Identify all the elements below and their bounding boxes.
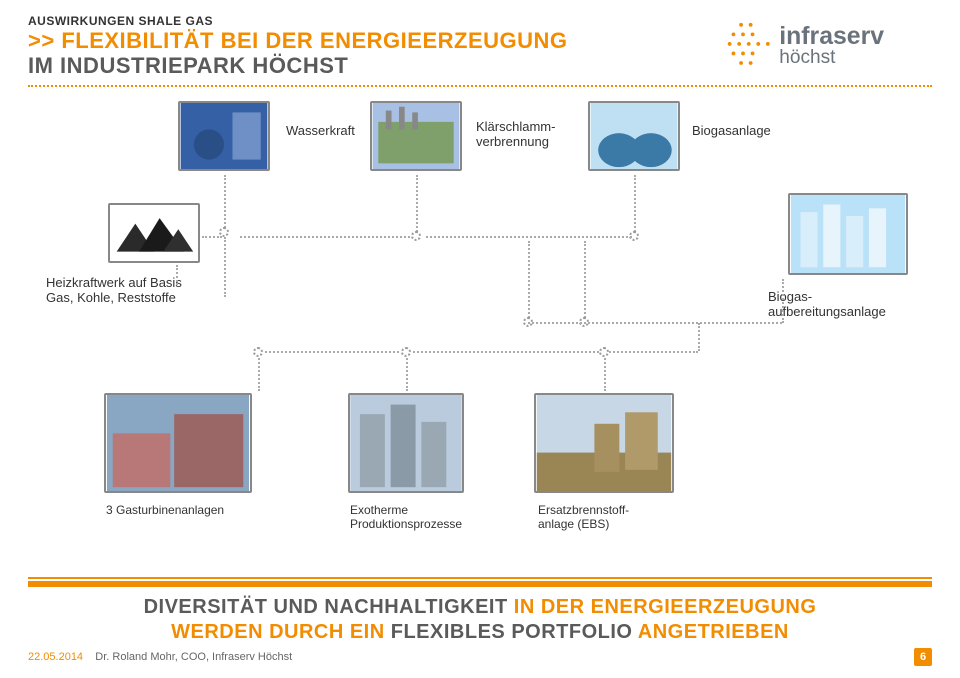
label-exotherme: Exotherme Produktionsprozesse — [350, 503, 462, 531]
label-biogasanlage: Biogasanlage — [692, 123, 771, 138]
statement-l1a: DIVERSITÄT UND NACHHALTIGKEIT — [144, 596, 514, 618]
label-gasturbinen: 3 Gasturbinenanlagen — [106, 503, 224, 517]
footer-page-number: 6 — [914, 648, 932, 666]
label-biogasaufb: Biogas- aufbereitungsanlage — [768, 289, 886, 319]
footer-date: 22.05.2014 — [28, 651, 83, 663]
statement-l2a: WERDEN DURCH EIN — [171, 621, 391, 643]
title-sub: IM INDUSTRIEPARK HÖCHST — [28, 53, 348, 78]
statement-block: DIVERSITÄT UND NACHHALTIGKEIT IN DER ENE… — [28, 577, 932, 645]
photo-biogasanlage — [588, 101, 680, 171]
title-prefix: >> — [28, 28, 61, 53]
svg-text:höchst: höchst — [779, 47, 836, 68]
photo-klaerschlamm — [370, 101, 462, 171]
photo-heizkraftwerk — [104, 393, 252, 493]
label-klaerschlamm: Klärschlamm- verbrennung — [476, 119, 555, 149]
photo-ebs — [534, 393, 674, 493]
label-heizkraftwerk: Heizkraftwerk auf Basis Gas, Kohle, Rest… — [46, 275, 182, 305]
statement-l2b: FLEXIBLES PORTFOLIO — [391, 621, 633, 643]
svg-text:infraserv: infraserv — [779, 23, 884, 50]
slide-footer: 22.05.2014 Dr. Roland Mohr, COO, Infrase… — [28, 648, 932, 666]
statement-text: DIVERSITÄT UND NACHHALTIGKEIT IN DER ENE… — [28, 595, 932, 645]
photo-kohle — [108, 203, 200, 263]
title-main: FLEXIBILITÄT BEI DER ENERGIEERZEUGUNG — [61, 28, 567, 53]
diagram-canvas: Wasserkraft Klärschlamm- verbrennung Bio… — [28, 93, 932, 573]
label-ebs: Ersatzbrennstoff- anlage (EBS) — [538, 503, 629, 531]
footer-author: Dr. Roland Mohr, COO, Infraserv Höchst — [95, 651, 292, 663]
brand-logo: infraserv höchst — [722, 14, 932, 70]
rule-heavy — [28, 581, 932, 587]
statement-l1b: IN DER ENERGIEERZEUGUNG — [514, 596, 817, 618]
rule-thin — [28, 577, 932, 579]
photo-exotherme — [348, 393, 464, 493]
photo-biogasaufb — [788, 193, 908, 275]
photo-wasserkraft — [178, 101, 270, 171]
statement-l2c: ANGETRIEBEN — [632, 621, 788, 643]
header-rule — [28, 85, 932, 87]
label-wasserkraft: Wasserkraft — [286, 123, 355, 138]
footer-left: 22.05.2014 Dr. Roland Mohr, COO, Infrase… — [28, 651, 292, 663]
